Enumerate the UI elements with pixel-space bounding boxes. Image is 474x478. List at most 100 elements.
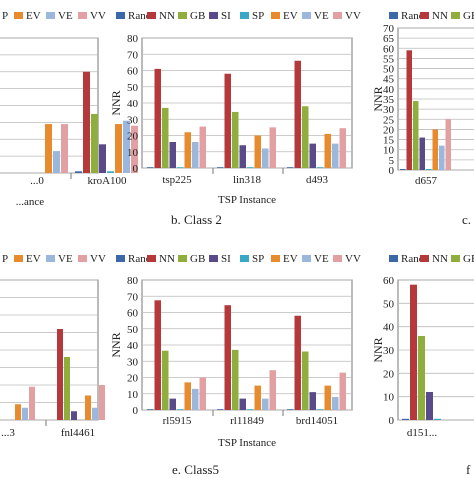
y-tick-label: 40 <box>127 98 139 110</box>
bar-si <box>426 392 433 420</box>
legend-label: NN <box>432 10 448 22</box>
legend-label: Rand <box>401 253 425 265</box>
legend-label: VE <box>314 253 329 265</box>
bar-sp <box>426 168 432 170</box>
bar-ev <box>115 124 122 173</box>
y-tick-label: 5 <box>389 155 395 167</box>
legend-swatch-ev <box>14 12 23 19</box>
legend-label: SP <box>252 253 264 265</box>
y-tick-label: 20 <box>383 368 395 380</box>
y-tick-label: 40 <box>127 340 139 352</box>
bar-gb <box>302 106 309 168</box>
y-tick-label: 70 <box>383 23 395 35</box>
bar-ve <box>192 388 199 410</box>
bar-ev <box>184 382 191 410</box>
bar-rand <box>147 409 154 410</box>
bar-gb <box>413 101 419 170</box>
y-tick-label: 65 <box>383 33 395 45</box>
legend-swatch-vv <box>78 255 87 262</box>
y-tick-label: 40 <box>383 84 395 96</box>
y-tick-label: 60 <box>127 308 139 320</box>
y-tick-label: 35 <box>383 94 395 106</box>
category-label: d657 <box>415 175 438 187</box>
bar-nn <box>406 50 412 170</box>
y-tick-label: 50 <box>127 82 139 94</box>
bar-nn <box>294 60 301 168</box>
bar-gb <box>64 357 70 420</box>
legend-label: Rand <box>128 10 152 22</box>
chart-f-caption: f <box>466 462 471 477</box>
bar-sp <box>247 409 254 410</box>
y-tick-label: 70 <box>127 49 139 61</box>
legend-label: SI <box>221 253 231 265</box>
bar-ev <box>254 135 261 168</box>
y-tick-label: 55 <box>383 53 395 65</box>
chart-b-svg: 0 10 20 30 40 50 60 70 80 NNR tsp225 lin318 d493 TSP … <box>109 10 361 206</box>
legend-swatch-ev <box>271 12 280 19</box>
legend-swatch-sp <box>240 12 249 19</box>
bar-ve <box>439 145 445 170</box>
chart-d-svg: ...3 fnl4461 P EV VE VV <box>0 253 106 439</box>
legend-label: EV <box>283 253 298 265</box>
legend-label: GB <box>190 253 205 265</box>
legend-swatch-ev <box>271 255 280 262</box>
bar-nn <box>154 300 161 410</box>
bar-gb <box>232 111 239 168</box>
bar-ev <box>432 129 438 170</box>
bar-sp <box>247 167 254 168</box>
bar-si <box>71 411 77 420</box>
legend-label: EV <box>283 10 298 22</box>
y-tick-label: 80 <box>127 33 139 45</box>
legend-label: Rand <box>401 10 425 22</box>
bar-ev <box>324 133 331 168</box>
y-tick-label: 30 <box>127 356 139 368</box>
legend-label: EV <box>26 253 41 265</box>
bar-ev <box>85 395 91 420</box>
bar-ve <box>332 143 339 168</box>
y-tick-label: 25 <box>383 114 395 126</box>
y-tick-label: 60 <box>383 275 395 287</box>
legend-swatch-nn <box>420 255 429 262</box>
x-axis-label: TSP Instance <box>218 194 276 206</box>
legend-label: NN <box>432 253 448 265</box>
legend-swatch-nn <box>420 12 429 19</box>
bar-nn <box>294 315 301 410</box>
bar-rand <box>402 418 409 420</box>
bar-vv <box>269 127 276 168</box>
legend-label: VV <box>90 253 106 265</box>
legend-swatch-sp <box>240 255 249 262</box>
y-tick-label: 60 <box>383 43 395 55</box>
bar-ve <box>332 397 339 410</box>
bar-sp <box>107 171 114 173</box>
bar-ve <box>262 148 269 168</box>
bar-rand <box>75 171 82 173</box>
bar-vv <box>199 377 206 410</box>
chart-e-caption: e. Class5 <box>172 462 219 477</box>
x-axis-label: TSP Instance <box>218 437 276 449</box>
bar-vv <box>29 386 35 420</box>
legend-label: P <box>2 253 8 265</box>
legend-label: VE <box>58 10 73 22</box>
y-tick-label: 10 <box>127 389 139 401</box>
legend-label: GB <box>463 253 474 265</box>
bar-vv <box>339 128 346 168</box>
bar-rand <box>217 167 224 168</box>
legend-label: GB <box>463 10 474 22</box>
bar-sp <box>317 409 324 410</box>
bar-nn <box>83 71 90 173</box>
y-tick-label: 30 <box>383 104 395 116</box>
bar-si <box>309 143 316 168</box>
bar-ve <box>53 151 60 173</box>
bar-gb <box>91 113 98 173</box>
legend-swatch-rand <box>116 12 125 19</box>
y-tick-label: 60 <box>127 66 139 78</box>
legend-label: NN <box>159 253 175 265</box>
bar-si <box>419 137 425 170</box>
bar-vv <box>99 385 105 420</box>
bar-si <box>169 142 176 168</box>
bar-nn <box>154 68 161 168</box>
bar-si <box>169 398 176 410</box>
y-tick-label: 0 <box>389 165 395 177</box>
bar-si <box>99 144 106 173</box>
bar-ve <box>22 407 28 420</box>
